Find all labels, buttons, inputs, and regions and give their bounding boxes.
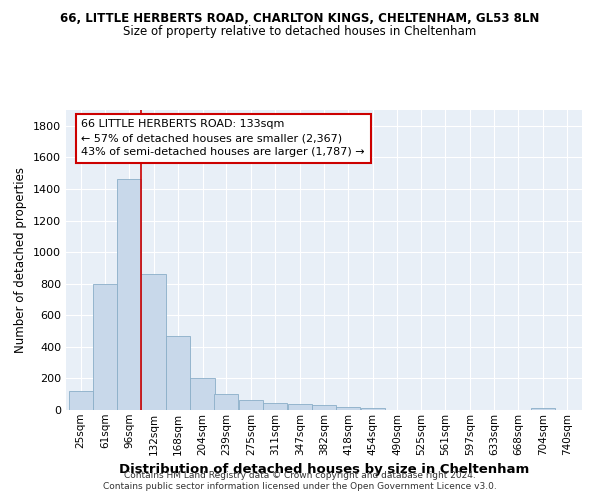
Bar bbox=[311, 406, 336, 410]
Bar bbox=[361, 408, 385, 410]
Bar bbox=[214, 394, 238, 410]
Bar bbox=[531, 408, 555, 410]
Bar bbox=[336, 407, 360, 410]
Bar bbox=[239, 400, 263, 410]
X-axis label: Distribution of detached houses by size in Cheltenham: Distribution of detached houses by size … bbox=[119, 463, 529, 476]
Bar bbox=[142, 274, 166, 410]
Bar bbox=[190, 378, 215, 410]
Bar bbox=[166, 336, 190, 410]
Bar bbox=[288, 404, 312, 410]
Bar bbox=[93, 284, 117, 410]
Text: Contains public sector information licensed under the Open Government Licence v3: Contains public sector information licen… bbox=[103, 482, 497, 491]
Text: 66 LITTLE HERBERTS ROAD: 133sqm
← 57% of detached houses are smaller (2,367)
43%: 66 LITTLE HERBERTS ROAD: 133sqm ← 57% of… bbox=[82, 120, 365, 158]
Bar bbox=[68, 391, 93, 410]
Text: 66, LITTLE HERBERTS ROAD, CHARLTON KINGS, CHELTENHAM, GL53 8LN: 66, LITTLE HERBERTS ROAD, CHARLTON KINGS… bbox=[61, 12, 539, 26]
Bar bbox=[117, 180, 141, 410]
Bar bbox=[263, 403, 287, 410]
Text: Size of property relative to detached houses in Cheltenham: Size of property relative to detached ho… bbox=[124, 25, 476, 38]
Text: Contains HM Land Registry data © Crown copyright and database right 2024.: Contains HM Land Registry data © Crown c… bbox=[124, 471, 476, 480]
Y-axis label: Number of detached properties: Number of detached properties bbox=[14, 167, 28, 353]
